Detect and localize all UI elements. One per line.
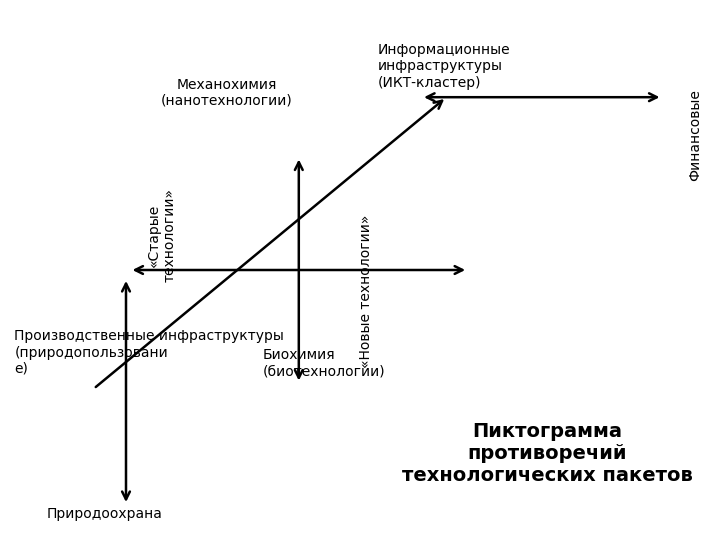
Text: «Старые
технологии»: «Старые технологии»	[147, 188, 177, 282]
Text: Биохимия
(биотехнологии): Биохимия (биотехнологии)	[263, 348, 385, 379]
Text: Природоохрана: Природоохрана	[47, 507, 163, 521]
Text: Механохимия
(нанотехнологии): Механохимия (нанотехнологии)	[161, 78, 292, 108]
Text: Производственные инфраструктуры
(природопользовани
е): Производственные инфраструктуры (природо…	[14, 329, 284, 376]
Text: Пиктограмма
противоречий
технологических пакетов: Пиктограмма противоречий технологических…	[402, 422, 693, 485]
Text: Финансовые: Финансовые	[688, 89, 702, 181]
Text: «Новые технологии»: «Новые технологии»	[359, 215, 373, 368]
Text: Информационные
инфраструктуры
(ИКТ-кластер): Информационные инфраструктуры (ИКТ-класт…	[378, 43, 510, 90]
